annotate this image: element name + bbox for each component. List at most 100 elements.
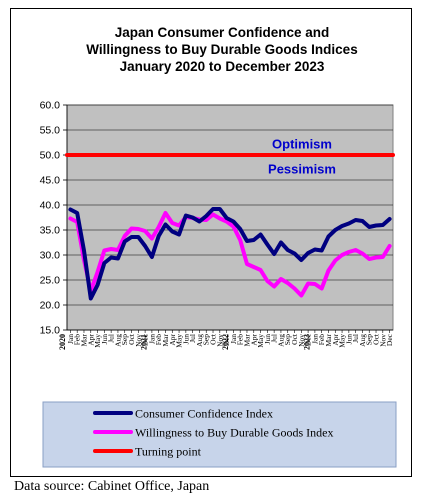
data-point (286, 281, 290, 285)
data-point (157, 234, 161, 238)
data-point (109, 247, 113, 251)
data-point (252, 265, 256, 269)
x-tick-label: May (338, 334, 347, 348)
x-tick-label: Jul (351, 334, 360, 343)
data-point (333, 228, 337, 232)
data-point (245, 239, 249, 243)
data-point (163, 211, 168, 215)
y-tick-label: 35.0 (40, 225, 61, 237)
data-point (95, 270, 100, 274)
data-point (258, 232, 263, 237)
data-point (116, 256, 120, 261)
data-point (157, 225, 161, 229)
data-point (367, 225, 371, 229)
x-year-label: 2023 (302, 334, 311, 350)
legend-marker (111, 430, 115, 434)
legend-label: Consumer Confidence Index (135, 407, 273, 421)
data-point (292, 286, 297, 291)
x-tick-label: Jul (107, 334, 116, 343)
data-point (388, 244, 392, 248)
x-tick-label: Jun (263, 334, 272, 345)
x-tick-label: Mar (161, 334, 170, 347)
x-tick-label: Nov (297, 334, 306, 347)
data-point (354, 248, 358, 252)
data-point (360, 219, 365, 223)
data-point (116, 248, 120, 252)
x-year-label: 2022 (221, 334, 230, 350)
data-point (123, 239, 127, 244)
x-tick-label: Sep (283, 334, 292, 346)
data-point (211, 212, 215, 217)
data-point (170, 229, 174, 234)
data-point (129, 235, 134, 239)
data-point (313, 247, 317, 252)
data-point (184, 213, 188, 218)
data-point (306, 281, 310, 286)
data-point (191, 215, 195, 220)
data-point (374, 223, 378, 228)
data-point (150, 236, 154, 241)
data-point (279, 277, 283, 281)
x-tick-label: May (175, 334, 184, 348)
chart-title-line: January 2020 to December 2023 (120, 59, 325, 74)
x-tick-label: Apr (331, 334, 340, 346)
chart-svg: Japan Consumer Confidence and Willingness… (40, 25, 397, 468)
x-tick-label: Jun (100, 334, 109, 345)
data-point (143, 229, 147, 233)
data-point (68, 207, 72, 212)
data-point (286, 248, 290, 252)
y-tick-label: 45.0 (40, 175, 61, 187)
data-point (218, 207, 222, 211)
x-tick-label: Apr (168, 334, 177, 346)
data-point (150, 255, 154, 259)
x-tick-label: Dec (304, 333, 313, 346)
data-point (299, 258, 303, 262)
y-axis-ticks: 15.0 20.0 25.0 30.0 35.0 40.0 45.0 50.0 55.0 60.0 (40, 100, 68, 337)
x-tick-label: Aug (358, 334, 367, 347)
x-tick-label: Dec (385, 333, 394, 346)
data-point (252, 238, 256, 242)
data-point (388, 217, 392, 221)
legend: Consumer Confidence Index Willingness to … (42, 401, 397, 468)
x-tick-label: Dec (222, 333, 231, 346)
x-year-label: 2020 (58, 334, 67, 350)
x-tick-label: Sep (202, 334, 211, 346)
data-point (129, 226, 134, 231)
data-point (123, 234, 127, 238)
data-point (245, 262, 249, 266)
x-tick-label: Feb (236, 334, 245, 346)
x-tick-label: Feb (73, 334, 82, 346)
x-tick-label: Nov (134, 334, 143, 347)
data-point (258, 268, 263, 272)
data-point (333, 258, 337, 263)
x-tick-label: Sep (365, 334, 374, 346)
data-point (340, 224, 344, 228)
data-point (163, 222, 168, 227)
data-point (170, 221, 174, 225)
x-tick-label: Aug (113, 334, 122, 347)
x-tick-label: May (93, 334, 102, 348)
data-point (299, 293, 303, 298)
data-point (204, 214, 208, 218)
x-tick-label: Apr (249, 334, 258, 346)
data-point (177, 223, 181, 228)
y-tick-label: 20.0 (40, 300, 61, 312)
data-point (109, 255, 113, 260)
x-tick-label: Aug (276, 334, 285, 347)
x-tick-label: Oct (372, 333, 381, 345)
x-tick-label: Jun (344, 334, 353, 345)
data-point (211, 207, 215, 211)
data-point (306, 251, 310, 255)
data-point (225, 219, 229, 224)
annotation-label: Optimism (272, 137, 332, 152)
data-point (347, 250, 351, 254)
data-point (238, 227, 242, 231)
x-tick-label: Oct (209, 333, 218, 345)
x-tick-label: Oct (127, 333, 136, 345)
data-point (231, 224, 235, 229)
x-tick-label: Mar (242, 334, 251, 347)
x-axis-ticks: JanFebMarAprMayJunJulAugSepOctNovDecJanF… (58, 329, 394, 350)
data-point (82, 248, 86, 253)
x-tick-label: Jul (270, 334, 279, 343)
x-tick-label: Aug (195, 334, 204, 347)
